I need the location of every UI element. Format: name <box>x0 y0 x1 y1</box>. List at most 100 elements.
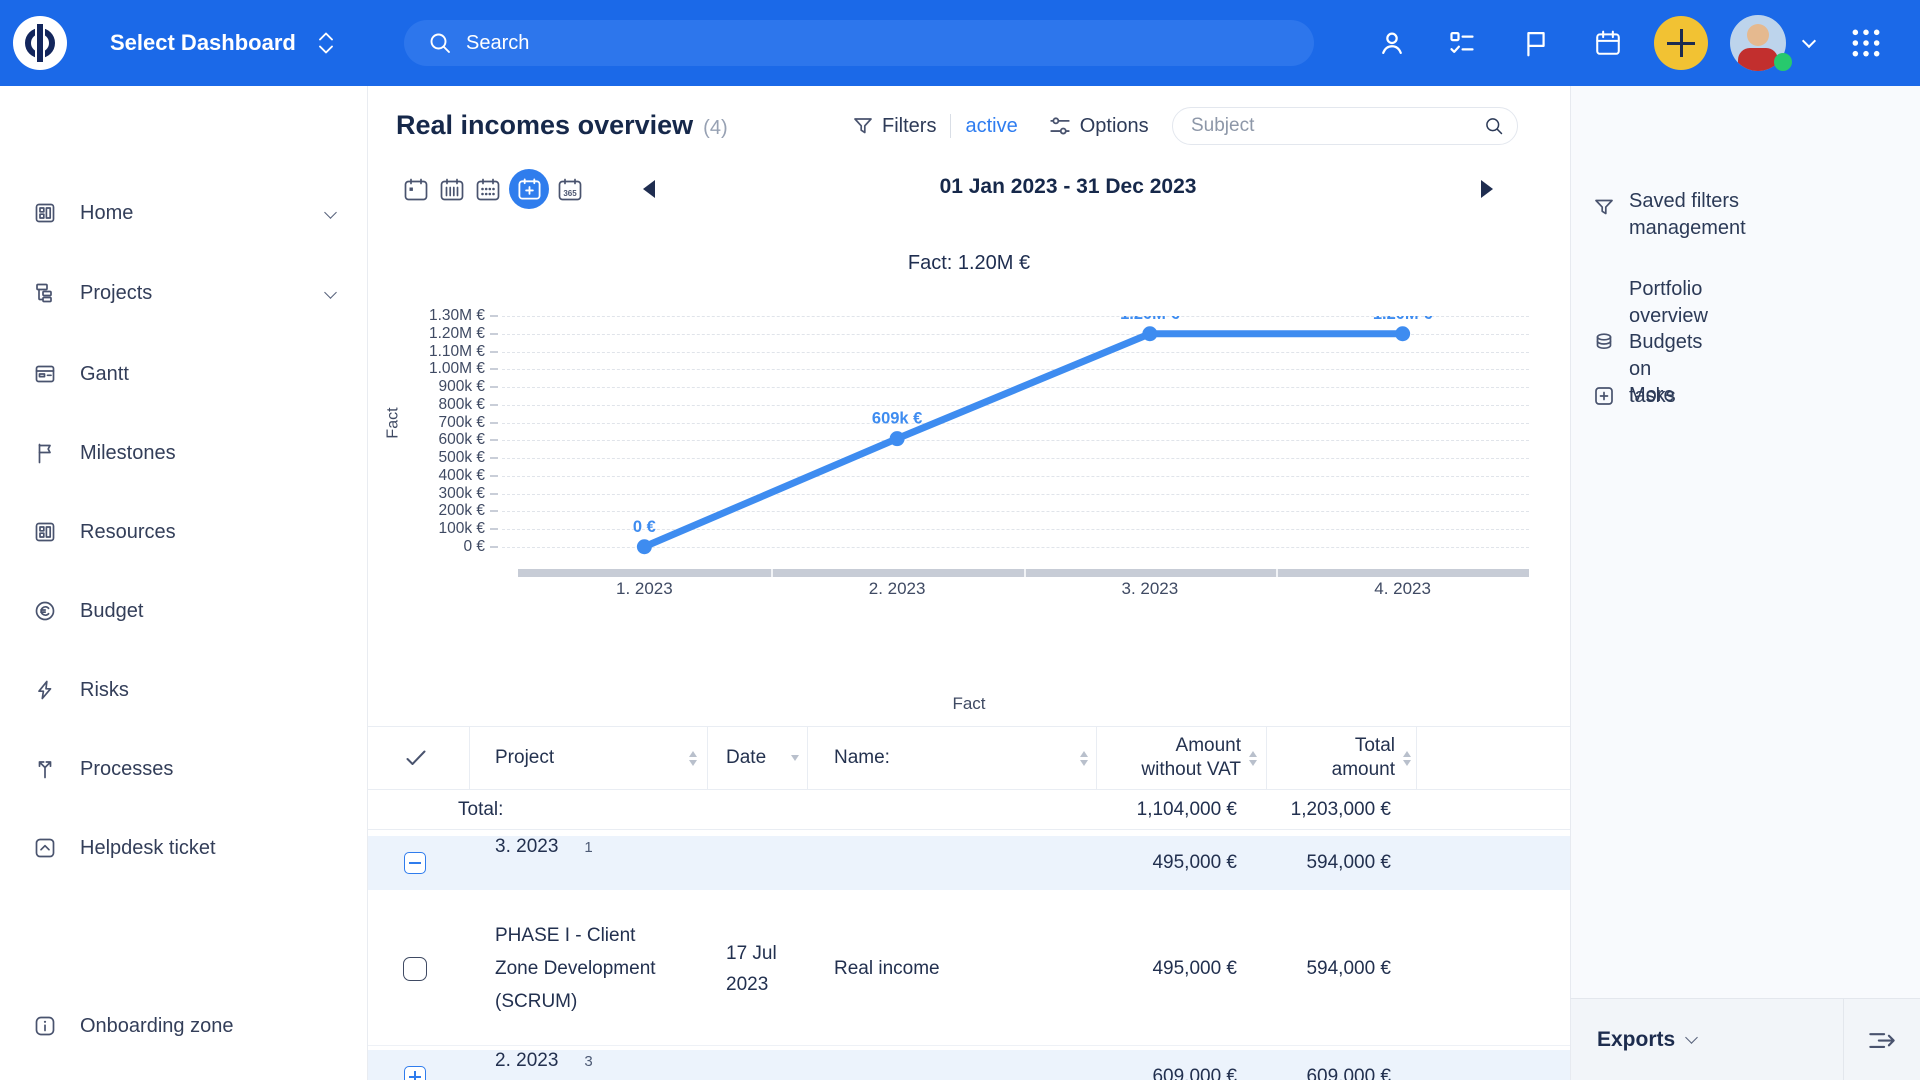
dashboard-icon <box>35 203 55 223</box>
chart-point[interactable] <box>889 431 905 447</box>
tasks-button[interactable] <box>1440 0 1484 86</box>
sidebar-item-helpdesk[interactable]: Helpdesk ticket <box>0 824 368 872</box>
chart-point[interactable] <box>1395 326 1411 342</box>
sidebar-label: Gantt <box>80 362 129 385</box>
table-total-row: Total: 1,104,000 € 1,203,000 € <box>368 790 1570 830</box>
options-button[interactable]: Options <box>1079 114 1149 137</box>
column-header-name[interactable]: Name: <box>808 727 1097 789</box>
column-header-amount-without-vat[interactable]: Amount without VAT <box>1097 727 1267 789</box>
custom-range-calendar-button[interactable] <box>509 169 549 209</box>
y-tick-label: 300k € <box>438 484 485 502</box>
search-icon <box>430 33 450 53</box>
chart-point[interactable] <box>1142 326 1158 342</box>
global-search[interactable]: Search <box>404 20 1314 66</box>
subject-input[interactable] <box>1172 107 1518 145</box>
sort-icon <box>1080 750 1088 766</box>
chart-plot-area[interactable]: 0 € 609k € 1.20M € 1.20M € <box>518 316 1529 556</box>
sidebar-item-risks[interactable]: Risks <box>0 666 368 714</box>
y-tick-label: 1.10M € <box>428 342 485 360</box>
point-label: 609k € <box>872 410 922 428</box>
expand-panel-button[interactable] <box>1843 999 1920 1080</box>
options-sliders-icon <box>1050 117 1070 135</box>
plus-icon <box>414 1071 416 1080</box>
filters-toolbar: Filters active Options <box>852 96 1149 156</box>
column-header-date[interactable]: Date <box>708 727 808 789</box>
select-all-header[interactable] <box>368 727 470 789</box>
y-tick-mark <box>490 439 498 442</box>
table-group-row[interactable]: 2. 2023 3 609,000 € 609,000 € <box>368 1050 1570 1080</box>
day-calendar-icon[interactable] <box>403 177 429 203</box>
sidebar-item-home[interactable]: Home <box>0 189 368 237</box>
x-tick-label: 3. 2023 <box>1121 579 1179 598</box>
flags-button[interactable] <box>1514 0 1558 86</box>
gridline <box>502 440 1529 442</box>
left-sidebar: Home Projects Gantt Milestones <box>0 86 368 1080</box>
y-tick-label: 600k € <box>438 431 485 449</box>
caret-down-icon <box>791 755 799 761</box>
chevron-down-icon <box>324 206 337 219</box>
sidebar-item-milestones[interactable]: Milestones <box>0 429 368 477</box>
app-logo[interactable] <box>13 16 67 70</box>
collapse-group-button[interactable] <box>404 852 426 874</box>
gridline <box>502 529 1529 530</box>
chevron-down-icon <box>1801 33 1817 48</box>
sidebar-item-budget[interactable]: Budget <box>0 587 368 635</box>
page-header: Real incomes overview (4) Filters active … <box>368 96 1570 156</box>
exports-button[interactable]: Exports <box>1571 999 1843 1080</box>
row-total-amount: 594,000 € <box>1306 957 1391 979</box>
sidebar-item-gantt[interactable]: Gantt <box>0 350 368 398</box>
sidebar-item-resources[interactable]: Resources <box>0 508 368 556</box>
y-tick-mark <box>490 510 498 513</box>
row-project[interactable]: PHASE I - Client Zone Development (SCRUM… <box>495 925 656 1012</box>
chevron-down-icon <box>324 286 337 299</box>
info-icon <box>35 1016 55 1036</box>
sort-icon <box>689 750 697 766</box>
column-header-project[interactable]: Project <box>470 727 708 789</box>
apps-menu-button[interactable] <box>1844 0 1888 86</box>
month-calendar-icon[interactable] <box>475 177 501 203</box>
lightning-icon <box>38 680 52 700</box>
profile-menu-chevron[interactable] <box>1794 0 1824 86</box>
y-tick-mark <box>490 368 498 371</box>
database-icon <box>1596 333 1612 350</box>
table-row[interactable]: PHASE I - Client Zone Development (SCRUM… <box>368 892 1570 1046</box>
year-calendar-icon[interactable]: 365 <box>557 177 583 203</box>
plus-calendar-icon <box>517 177 541 200</box>
y-tick-label: 1.00M € <box>428 360 485 378</box>
week-calendar-icon[interactable] <box>439 177 465 203</box>
chart-point[interactable] <box>636 539 652 555</box>
y-tick-mark <box>490 386 498 388</box>
sort-icon <box>1403 750 1411 766</box>
page-title: Real incomes overview (4) <box>396 110 728 141</box>
status-dot <box>1774 53 1792 71</box>
check-icon <box>406 750 426 765</box>
row-date: 17 Jul 2023 <box>726 942 777 995</box>
sidebar-label: Projects <box>80 281 153 304</box>
y-tick-mark <box>490 315 498 317</box>
y-tick-mark <box>490 332 498 335</box>
scrollbar-divider <box>1276 569 1279 577</box>
active-filter-link[interactable]: active <box>965 114 1018 137</box>
x-tick-label: 1. 2023 <box>616 579 673 598</box>
calendar-button[interactable] <box>1586 0 1630 86</box>
add-button[interactable] <box>1654 16 1708 70</box>
sidebar-item-processes[interactable]: Processes <box>0 745 368 793</box>
dashboard-selector[interactable]: Select Dashboard <box>110 0 334 86</box>
y-tick-mark <box>490 457 498 459</box>
gridline <box>502 316 1529 317</box>
previous-period-button[interactable] <box>643 180 655 198</box>
sidebar-item-projects[interactable]: Projects <box>0 269 368 317</box>
table-group-row[interactable]: 3. 2023 1 495,000 € 594,000 € <box>368 836 1570 890</box>
result-count: (4) <box>703 117 728 139</box>
column-header-total-amount[interactable]: Total amount <box>1267 727 1417 789</box>
sidebar-item-onboarding[interactable]: Onboarding zone <box>0 1002 368 1050</box>
row-checkbox[interactable] <box>403 956 427 981</box>
expand-group-button[interactable] <box>404 1066 426 1080</box>
chart-scrollbar[interactable] <box>518 569 1529 577</box>
sidebar-label: Home <box>80 201 134 224</box>
next-period-button[interactable] <box>1481 180 1493 198</box>
helpdesk-icon <box>35 838 55 858</box>
user-button[interactable] <box>1370 0 1414 86</box>
separator <box>950 114 952 138</box>
filters-button[interactable]: Filters <box>882 114 937 137</box>
